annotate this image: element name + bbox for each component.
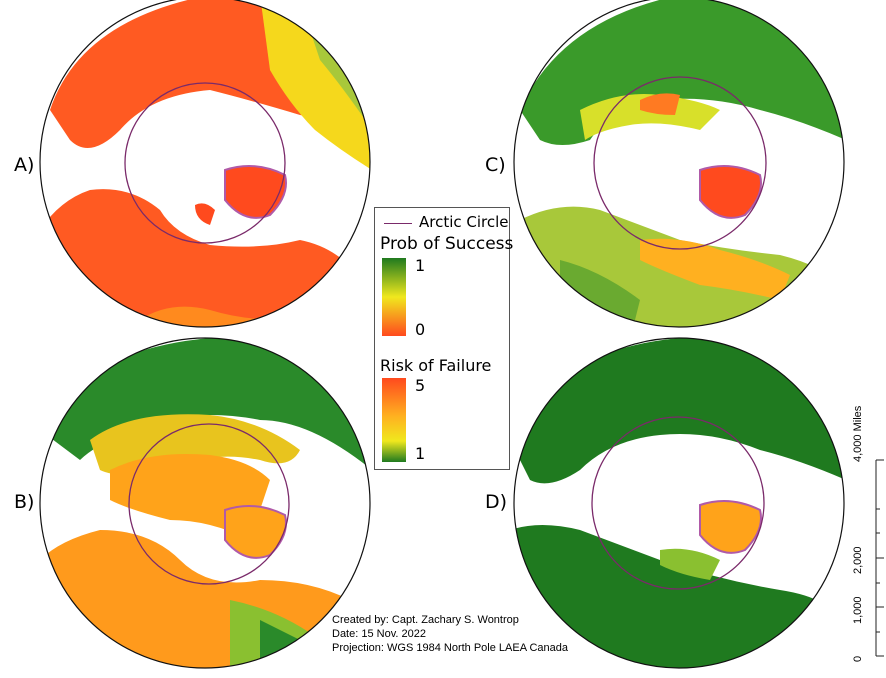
scale-label-2000: 2,000	[852, 546, 864, 574]
map-panel-a	[40, 0, 370, 327]
legend-risk-min: 1	[415, 444, 426, 463]
panel-label-d: D)	[485, 491, 508, 513]
panel-label-a: A)	[14, 154, 35, 176]
map-frame-c	[513, 0, 845, 328]
scale-bar	[875, 459, 884, 657]
arctic-circle-d	[591, 416, 765, 590]
legend-arctic-circle-label: Arctic Circle	[419, 213, 509, 231]
legend-prob-min: 0	[415, 320, 426, 339]
prob-color-ramp	[382, 258, 406, 336]
panel-label-b: B)	[14, 491, 35, 513]
map-credits: Created by: Capt. Zachary S. Wontrop Dat…	[332, 613, 568, 655]
panel-label-c: C)	[485, 154, 506, 176]
arctic-circle-swatch	[384, 223, 412, 224]
legend-risk-title: Risk of Failure	[380, 356, 492, 375]
arctic-circle-c	[593, 76, 767, 250]
map-frame-d	[513, 337, 845, 669]
legend-risk-max: 5	[415, 376, 426, 395]
map-frame-a	[39, 0, 371, 328]
credits-projection: Projection: WGS 1984 North Pole LAEA Can…	[332, 642, 569, 654]
risk-color-ramp	[382, 378, 406, 462]
map-frame-b	[39, 337, 371, 669]
legend-prob-title: Prob of Success	[380, 234, 514, 254]
map-panel-b	[40, 338, 370, 668]
legend: Arctic Circle Prob of Success 1 0 Risk o…	[374, 207, 514, 470]
credits-author: Created by: Capt. Zachary S. Wontrop	[332, 614, 519, 626]
scale-label-0: 0	[852, 655, 864, 662]
scale-label-4000: 4,000 Miles	[852, 405, 864, 462]
legend-prob-max: 1	[415, 256, 426, 275]
credits-date: Date: 15 Nov. 2022	[332, 628, 426, 640]
map-panel-d	[514, 338, 844, 668]
map-panel-c	[520, 0, 844, 327]
arctic-circle-b	[128, 423, 290, 585]
arctic-circle-a	[124, 82, 286, 244]
scale-label-1000: 1,000	[852, 596, 864, 624]
